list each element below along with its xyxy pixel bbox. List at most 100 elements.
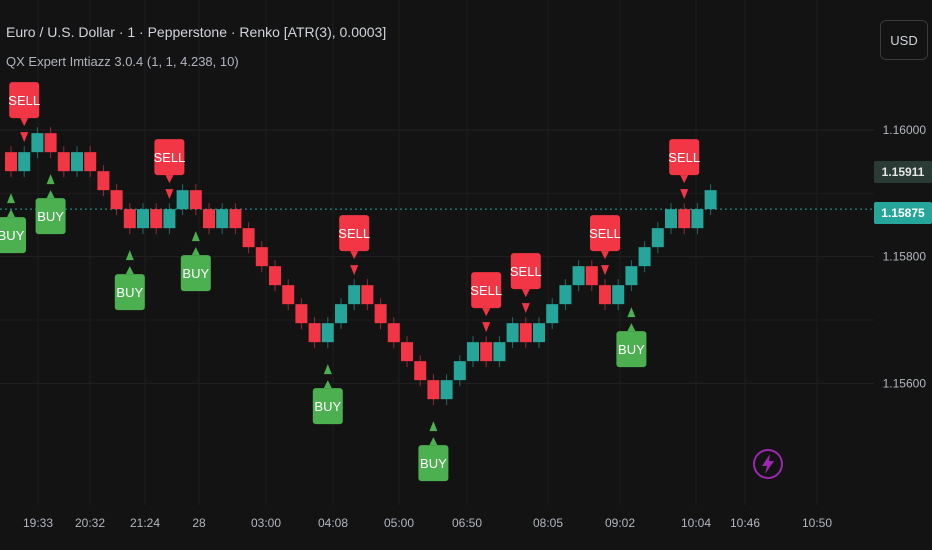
sell-label-box [9,82,40,119]
sell-label-pointer [521,289,530,298]
sell-arrow [20,132,29,143]
renko-brick-up [638,247,651,267]
sell-label-pointer [350,251,359,260]
sell-arrow [601,265,609,276]
renko-brick-up [440,380,453,400]
sell-label-box [510,253,541,290]
renko-brick-down [308,323,321,343]
renko-brick-down [269,266,281,286]
buy-signal: BUY [418,421,449,482]
renko-brick-up [546,304,559,324]
buy-label-pointer [7,209,15,218]
renko-brick-down [599,285,611,305]
buy-label-box [35,198,66,235]
buy-label-text: BUY [314,399,341,414]
renko-brick-up [163,209,176,229]
price-axis[interactable]: 1.16000 1.15800 1.15600 [883,123,927,390]
sell-label-box [154,139,185,176]
lightning-bolt-icon[interactable] [752,448,784,480]
renko-brick-down [203,209,215,229]
sell-label-box [669,139,700,176]
buy-arrow [429,421,438,432]
buy-signal: BUY [114,250,145,311]
time-axis[interactable]: 19:33 20:32 21:24 28 03:00 04:08 05:00 06:50 08:… [23,516,832,530]
renko-brick-up [572,266,585,286]
renko-brick-up [71,152,83,172]
renko-brick-down [150,209,163,229]
buy-arrow [191,231,200,242]
currency-button[interactable]: USD [880,20,928,60]
buy-label-box [0,217,26,254]
sell-signal: SELL [153,139,185,200]
sell-label-text: SELL [153,150,185,165]
sell-label-pointer [601,251,609,260]
sell-label-pointer [680,175,689,184]
renko-brick-up [625,266,638,286]
sell-signal: SELL [589,215,621,276]
renko-brick-down [229,209,242,229]
buy-signal: BUY [312,364,343,425]
renko-bricks [5,133,717,400]
sell-signal: SELL [510,253,542,314]
sell-signal: SELL [470,272,502,333]
renko-brick-down [84,152,97,172]
buy-arrow [323,364,332,375]
buy-label-text: BUY [116,285,143,300]
buy-arrow [627,307,636,318]
buy-signal: BUY [0,193,26,254]
x-tick-label: 06:50 [452,516,482,530]
buy-label-box [180,255,211,292]
y-tick-label: 1.16000 [883,123,927,137]
renko-brick-down [123,209,136,229]
renko-brick-down [585,266,598,286]
renko-brick-down [361,285,374,305]
sell-label-text: SELL [510,264,542,279]
buy-label-pointer [627,323,636,332]
renko-brick-up [506,323,519,343]
x-tick-label: 09:02 [605,516,635,530]
renko-brick-up [137,209,149,229]
renko-brick-up [665,209,677,229]
renko-brick-up [559,285,572,305]
renko-brick-down [427,380,440,400]
buy-label-text: BUY [182,266,209,281]
renko-brick-up [348,285,361,305]
sell-signal: SELL [668,139,700,200]
renko-brick-down [57,152,70,172]
renko-brick-down [401,342,413,362]
renko-brick-up [321,323,334,343]
sell-arrow [680,189,689,200]
buy-label-box [418,445,449,482]
renko-brick-down [480,342,493,362]
buy-arrow [7,193,15,204]
buy-label-text: BUY [420,456,447,471]
chart-symbol-title: Euro / U.S. Dollar · 1 · Pepperstone · R… [6,24,387,40]
renko-brick-up [612,285,625,305]
renko-brick-up [176,190,189,210]
sell-label-text: SELL [470,283,502,298]
buy-arrow [125,250,134,261]
renko-brick-up [493,342,506,362]
y-tick-label: 1.15800 [883,250,927,264]
renko-brick-down [295,304,308,324]
x-tick-label: 21:24 [130,516,160,530]
sell-label-text: SELL [338,226,370,241]
renko-brick-up [31,133,44,153]
renko-brick-up [453,361,466,381]
buy-label-text: BUY [37,209,64,224]
sell-signal: SELL [8,82,40,143]
sell-label-box [339,215,370,252]
renko-brick-up [533,323,545,343]
sell-label-box [590,215,620,252]
buy-signal: BUY [616,307,647,368]
signal-labels: SELL BUY SELL BUY BUY BUY SELL BUY SELL SELL BUY SE… [0,82,700,482]
buy-label-box [616,331,647,368]
renko-brick-up [704,190,717,210]
sell-label-pointer [20,118,29,127]
renko-brick-down [110,190,123,210]
x-tick-label: 20:32 [75,516,105,530]
renko-brick-up [467,342,479,362]
sell-arrow [350,265,359,276]
renko-brick-down [519,323,532,343]
